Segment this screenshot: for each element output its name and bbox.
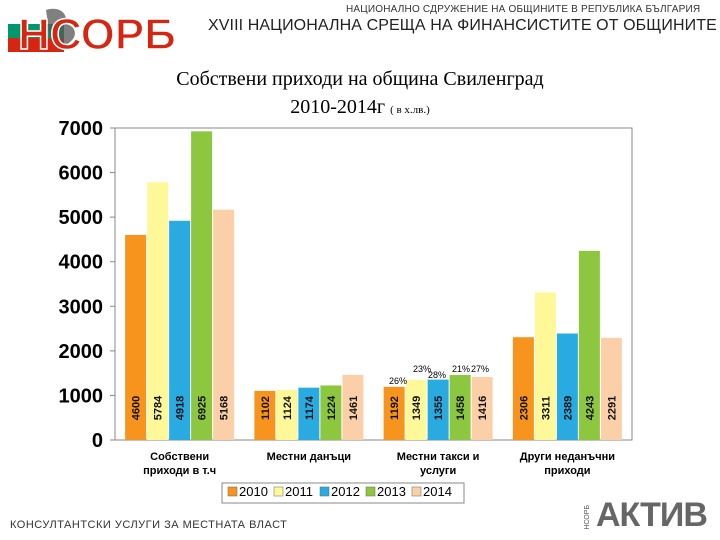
legend-label: 2013 [377,484,406,499]
bar-value-label: 5168 [219,396,231,420]
event-title: XVIII НАЦИОНАЛНА СРЕЩА НА ФИНАНСИСТИТЕ О… [208,17,717,34]
bar-value-label: 1349 [411,396,423,420]
legend-swatch [365,486,376,497]
nsorb-logo: НСОРБ [6,8,188,58]
bar-value-label: 1192 [389,396,401,420]
bar [383,386,405,440]
bar-value-label: 4243 [584,396,596,420]
footer-tagline: КОНСУЛТАНТСКИ УСЛУГИ ЗА МЕСТНАТА ВЛАСТ [10,519,288,531]
bar-value-label: 5784 [153,395,165,420]
y-tick-label: 5000 [59,207,104,229]
legend-swatch [411,486,422,497]
bar-value-label: 1102 [260,396,272,420]
bar [213,209,235,440]
category-label: Други неданъчни [520,451,615,463]
legend-label: 2010 [239,484,268,499]
organization-name: НАЦИОНАЛНО СДРУЖЕНИЕ НА ОБЩИНИТЕ В РЕПУБ… [346,4,701,15]
bar [342,374,364,440]
footer-sub-logo: НСОРБ [584,505,591,530]
y-tick-label: 1000 [59,385,104,407]
bar-value-label: 1416 [477,396,489,420]
legend-label: 2011 [285,484,313,499]
bar-value-label: 4918 [175,396,187,420]
legend-label: 2012 [331,484,360,499]
bar-value-label: 6925 [197,396,209,420]
percent-annotation: 28% [428,370,446,380]
header: НСОРБ НАЦИОНАЛНО СДРУЖЕНИЕ НА ОБЩИНИТЕ В… [0,0,720,62]
bar [578,250,600,440]
bar [125,234,147,440]
bar [405,379,427,440]
category-label: услуги [420,465,456,477]
legend-swatch [319,486,330,497]
category-label: Местни данъци [267,451,351,463]
logo-text: НСОРБ [18,10,176,58]
plot-frame [114,127,633,441]
y-tick-label: 3000 [59,296,104,318]
bar [147,182,169,440]
legend-label: 2014 [423,484,452,499]
bar [534,292,556,440]
bar [191,131,213,441]
bar-value-label: 2306 [518,396,530,420]
bar-value-label: 1224 [326,395,338,420]
category-label: приходи [544,465,590,477]
category-label: Собствени [150,451,209,463]
bar [320,385,342,440]
footer-brand: АКТИВ [596,496,708,534]
bar-value-label: 1174 [304,395,316,420]
category-label: приходи в т.ч [143,465,216,477]
y-tick-label: 7000 [59,118,104,140]
bar-value-label: 2389 [562,396,574,420]
percent-annotation: 23% [413,364,431,374]
bar-value-label: 4600 [131,396,143,420]
bar-value-label: 1461 [348,396,360,420]
bar [471,376,493,440]
legend-swatch [273,486,284,497]
y-tick-label: 0 [92,430,103,452]
bar-value-label: 3311 [540,396,552,420]
y-tick-label: 4000 [59,252,104,274]
chart-years: 2010-2014г [290,96,386,118]
legend-swatch [227,486,238,497]
bar [600,337,622,440]
chart-unit: ( в х.лв.) [390,104,430,116]
bar [427,379,449,440]
bar [169,220,191,440]
bar [276,389,298,440]
bar-value-label: 1124 [282,395,294,420]
bar-value-label: 1458 [455,396,467,420]
y-tick-label: 2000 [59,341,104,363]
chart-subtitle: 2010-2014г ( в х.лв.) [0,96,720,119]
category-label: Местни такси и [397,451,480,463]
y-tick-label: 6000 [59,163,104,185]
bar [512,337,534,440]
bar [254,390,276,440]
percent-annotation: 21% [452,364,470,374]
bar-value-label: 2291 [606,396,618,420]
bar [556,333,578,440]
bar-value-label: 1355 [433,396,445,420]
percent-annotation: 27% [471,364,489,374]
bar [298,387,320,440]
chart-title: Собствени приходи на община Свиленград [176,68,544,90]
bar [449,375,471,440]
percent-annotation: 26% [389,376,407,386]
